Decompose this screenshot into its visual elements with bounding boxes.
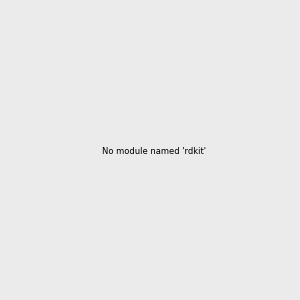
Text: No module named 'rdkit': No module named 'rdkit' bbox=[102, 147, 206, 156]
